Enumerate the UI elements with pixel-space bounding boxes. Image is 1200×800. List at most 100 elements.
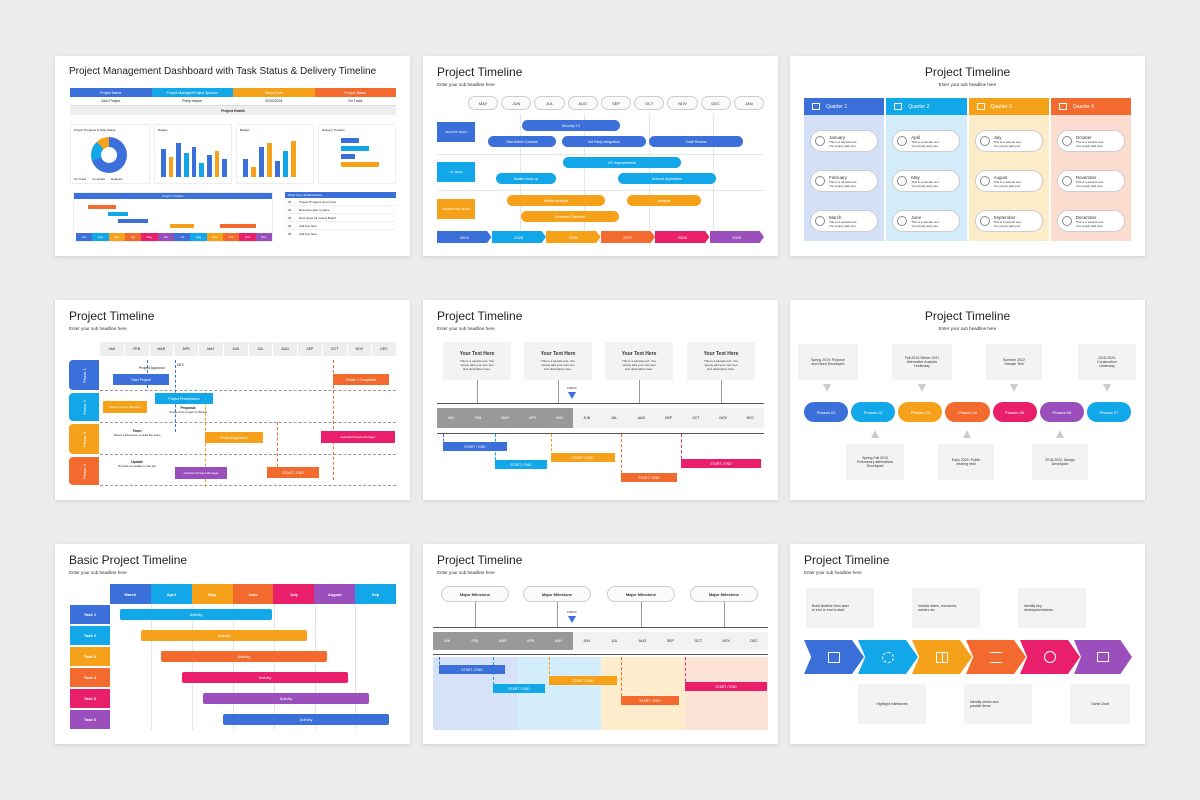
slide-card-timeline[interactable]: Project Timeline Enter your sub headline… bbox=[423, 300, 778, 500]
milestone-pill[interactable]: Major Milestone bbox=[523, 586, 591, 602]
calendar-icon bbox=[897, 216, 908, 226]
gantt-bar[interactable]: Customer Outreach bbox=[521, 211, 619, 222]
gantt-bar[interactable]: START / END bbox=[621, 473, 677, 482]
slide-arrow-steps[interactable]: Project Timeline Enter your sub headline… bbox=[790, 544, 1145, 744]
hierarchy-icon[interactable] bbox=[966, 640, 1026, 674]
slide-milestone-timeline[interactable]: Project Timeline Enter your sub headline… bbox=[423, 544, 778, 744]
gantt-bar[interactable]: Mobile mock up bbox=[496, 173, 556, 184]
gantt-bar[interactable]: Activity bbox=[203, 693, 369, 704]
gantt-bar[interactable]: Assign Project Manager bbox=[103, 401, 147, 413]
phase-pill[interactable]: Phases 02 bbox=[851, 402, 896, 422]
mini-timeline: Project Timeline Jan Feb Mar Apr May Jun… bbox=[73, 192, 273, 242]
gantt-bar[interactable]: START / END bbox=[621, 696, 679, 705]
phase-label: Phase 3 bbox=[69, 424, 99, 454]
gantt-bar[interactable]: Activity bbox=[223, 714, 389, 725]
calendar-icon[interactable] bbox=[804, 640, 864, 674]
gantt-bar[interactable]: START / END bbox=[551, 453, 615, 462]
milestone-note: Early 2022: Public hearing held bbox=[938, 444, 994, 480]
gantt-bar[interactable]: START / END bbox=[495, 460, 547, 469]
gantt-bar[interactable]: Code Review bbox=[649, 136, 743, 147]
gantt-bar[interactable]: Activity bbox=[161, 651, 327, 662]
slide-subtitle: Enter your sub headline here bbox=[938, 82, 997, 87]
gantt-bar[interactable]: START / END bbox=[267, 467, 319, 478]
phase-pill[interactable]: Phases 06 bbox=[1039, 402, 1084, 422]
milestone-note: Fall 2019-Winter 2021 Alternative Analysi… bbox=[892, 344, 952, 380]
gantt-bar[interactable]: Activity bbox=[182, 672, 348, 683]
slide-title: Basic Project Timeline bbox=[69, 553, 188, 567]
budget-panel-2: Budget bbox=[236, 124, 314, 184]
calendar-icon bbox=[979, 136, 990, 146]
slide-title: Project Management Dashboard with Task S… bbox=[69, 66, 377, 77]
slide-subtitle: Enter your sub headline here bbox=[804, 570, 862, 575]
bar-chart bbox=[161, 139, 228, 177]
presentation-icon[interactable] bbox=[1074, 640, 1132, 674]
gantt-bar[interactable]: START / END bbox=[493, 684, 545, 693]
slide-basic-timeline[interactable]: Basic Project Timeline Enter your sub he… bbox=[55, 544, 410, 744]
gantt-bar[interactable]: START / END bbox=[443, 442, 507, 451]
slide-team-timeline[interactable]: Project Timeline Enter your sub headline… bbox=[423, 56, 778, 256]
month-card: February This is a sample text. You simply… bbox=[810, 170, 878, 192]
calendar-icon bbox=[976, 103, 985, 110]
quarter-column: Quarter 2 April This is a sample text. You… bbox=[886, 98, 967, 241]
phase-pill[interactable]: Phases 05 bbox=[992, 402, 1037, 422]
today-label: TODAY bbox=[567, 610, 578, 614]
text-card: Your Text Here This is a sample text. You… bbox=[443, 342, 511, 380]
gantt-bar[interactable]: Analysis bbox=[627, 195, 701, 206]
gantt-bar[interactable]: Activity bbox=[141, 630, 307, 641]
panel-title: Budget bbox=[158, 128, 168, 132]
month-card: March This is a sample text. You simply ad… bbox=[810, 210, 878, 232]
milestone-pill[interactable]: Major Milestone bbox=[441, 586, 509, 602]
slide-phases[interactable]: Project Timeline Enter your sub headline… bbox=[790, 300, 1145, 500]
arrow-steps bbox=[804, 640, 1132, 674]
milestone-label: Team Select a Resource to lead the team bbox=[113, 429, 161, 437]
table-header: Project Name bbox=[70, 88, 152, 97]
phase-pill[interactable]: Phases 04 bbox=[945, 402, 990, 422]
gantt-bar[interactable]: 3rd Party Integration bbox=[562, 136, 646, 147]
gantt-bar[interactable]: START / END bbox=[685, 682, 767, 691]
gantt-bar[interactable]: START / END bbox=[681, 459, 761, 468]
phase-pill[interactable]: Phases 07 bbox=[1086, 402, 1131, 422]
gantt-bar[interactable]: START / END bbox=[439, 665, 505, 674]
grid-icon[interactable] bbox=[912, 640, 972, 674]
network-icon[interactable] bbox=[858, 640, 918, 674]
quarter-column: Quarter 1 January This is a sample text. Y… bbox=[804, 98, 885, 241]
slide-quarters[interactable]: Project Timeline Enter your sub headline… bbox=[790, 56, 1145, 256]
milestone-note: Summer 2022 Sample Text bbox=[986, 344, 1042, 380]
gantt-bar[interactable]: Android Application bbox=[618, 173, 716, 184]
gantt-bar[interactable]: Assistant Project Manager bbox=[175, 467, 227, 479]
gantt-bar[interactable]: Phase 1 Completed bbox=[333, 374, 389, 385]
month-card: October This is a sample text. You simply … bbox=[1056, 130, 1125, 152]
gantt-bar[interactable]: Project Presentation bbox=[155, 393, 213, 404]
slide-dashboard[interactable]: Project Management Dashboard with Task S… bbox=[55, 56, 410, 256]
gantt-bar[interactable]: Start Project bbox=[113, 374, 169, 385]
gantt-bar[interactable]: Assistant Project Manager bbox=[321, 431, 395, 443]
updates-item: 03 Next steps for review Board bbox=[285, 214, 396, 222]
month-header: JAN FEB MAR APR MAY JUN JUL AUG SEP OCT … bbox=[100, 342, 396, 356]
gantt-bar[interactable]: UX Improvements bbox=[563, 157, 681, 168]
gantt-bar[interactable]: New Admin Console bbox=[488, 136, 556, 147]
calendar-icon bbox=[1061, 176, 1072, 186]
quarter-column: Quarter 4 October This is a sample text. Y… bbox=[1050, 98, 1131, 241]
gantt-bar[interactable]: Activity bbox=[120, 609, 272, 620]
today-marker-icon bbox=[568, 392, 576, 399]
gantt-bar[interactable]: Security 2.0 bbox=[522, 120, 620, 131]
note-box: Gantt Chart bbox=[1070, 684, 1130, 724]
note-box: Highlight milestones bbox=[858, 684, 926, 724]
slide-subtitle: Enter your sub headline here bbox=[69, 326, 127, 331]
phase-pill[interactable]: Phases 03 bbox=[898, 402, 943, 422]
timeline-title: Project Timeline bbox=[74, 193, 272, 199]
phase-pill[interactable]: Phases 01 bbox=[804, 402, 849, 422]
gantt-bar[interactable]: Market Analysis bbox=[507, 195, 605, 206]
month-axis: JAN FEB MAR APR MAY JUN JUL AUG SEP OCT … bbox=[437, 408, 764, 428]
gantt-bar[interactable]: START / END bbox=[549, 676, 617, 685]
quarter-header: Quarter 4 bbox=[1050, 98, 1131, 115]
target-icon[interactable] bbox=[1020, 640, 1080, 674]
gantt-bar[interactable]: Project Approved bbox=[205, 432, 263, 443]
arrow-down-icon bbox=[1103, 384, 1111, 392]
milestone-pill[interactable]: Major Milestone bbox=[607, 586, 675, 602]
arrow-up-icon bbox=[963, 430, 971, 438]
task-label: Task 2 bbox=[70, 626, 110, 645]
text-card: Your Text Here This is a sample text. You… bbox=[524, 342, 592, 380]
slide-phase-gantt[interactable]: Project Timeline Enter your sub headline… bbox=[55, 300, 410, 500]
milestone-pill[interactable]: Major Milestone bbox=[690, 586, 758, 602]
